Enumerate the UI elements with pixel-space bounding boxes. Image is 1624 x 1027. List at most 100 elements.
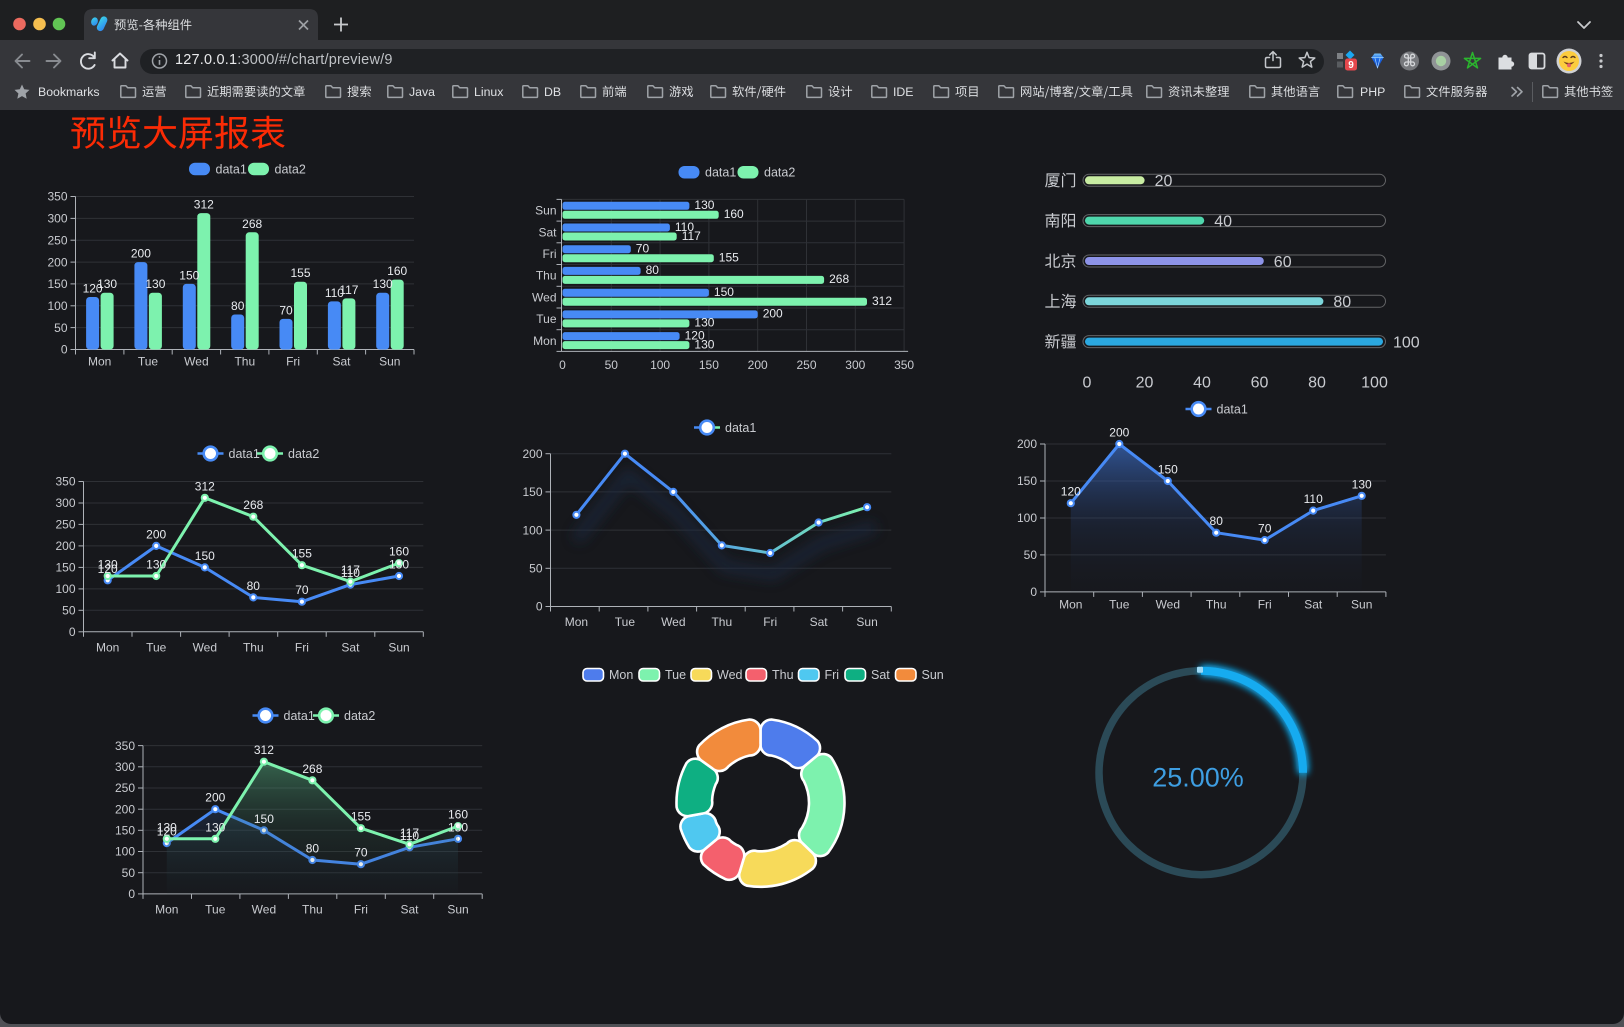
svg-text:100: 100: [47, 299, 67, 313]
svg-text:Fri: Fri: [295, 641, 309, 655]
svg-text:160: 160: [389, 545, 409, 559]
svg-text:20: 20: [1136, 375, 1154, 392]
svg-text:300: 300: [845, 358, 865, 372]
svg-text:268: 268: [242, 217, 262, 231]
svg-text:Wed: Wed: [1156, 598, 1180, 612]
svg-text:312: 312: [872, 294, 892, 308]
svg-text:350: 350: [894, 358, 914, 372]
svg-text:Fri: Fri: [763, 615, 777, 629]
svg-text:0: 0: [559, 358, 566, 372]
svg-text:130: 130: [694, 316, 714, 330]
svg-text:Tue: Tue: [1109, 598, 1130, 612]
svg-text:100: 100: [1361, 375, 1388, 392]
svg-text:312: 312: [194, 198, 214, 212]
svg-text:Sun: Sun: [535, 204, 556, 218]
svg-text:200: 200: [47, 255, 67, 269]
svg-text:312: 312: [195, 479, 215, 493]
svg-text:Mon: Mon: [1059, 598, 1082, 612]
svg-text:Sat: Sat: [332, 355, 351, 369]
svg-text:Sun: Sun: [379, 355, 400, 369]
svg-text:data2: data2: [275, 162, 306, 176]
svg-text:80: 80: [1308, 375, 1326, 392]
svg-text:Thu: Thu: [536, 269, 557, 283]
svg-text:117: 117: [341, 563, 360, 577]
svg-text:130: 130: [205, 820, 225, 834]
svg-text:Sun: Sun: [388, 641, 409, 655]
svg-text:25.00%: 25.00%: [1152, 763, 1244, 793]
svg-text:117: 117: [339, 283, 358, 297]
svg-text:50: 50: [605, 358, 619, 372]
svg-text:300: 300: [115, 760, 135, 774]
svg-text:Fri: Fri: [354, 903, 368, 917]
svg-text:160: 160: [448, 808, 468, 822]
svg-text:350: 350: [47, 190, 67, 204]
svg-text:data1: data1: [229, 447, 260, 461]
svg-text:80: 80: [1210, 514, 1224, 528]
svg-text:80: 80: [1333, 294, 1351, 311]
svg-text:100: 100: [522, 523, 542, 537]
svg-text:Tue: Tue: [665, 668, 686, 682]
svg-text:110: 110: [1304, 492, 1323, 506]
svg-text:Tue: Tue: [536, 312, 557, 326]
svg-text:Tue: Tue: [205, 903, 226, 917]
svg-text:Fri: Fri: [825, 668, 840, 682]
svg-text:155: 155: [351, 810, 371, 824]
svg-text:Tue: Tue: [146, 641, 167, 655]
svg-text:130: 130: [1352, 477, 1372, 491]
svg-text:Mon: Mon: [155, 903, 178, 917]
svg-text:130: 130: [373, 277, 393, 291]
svg-text:80: 80: [231, 299, 245, 313]
svg-text:Wed: Wed: [661, 615, 685, 629]
svg-text:200: 200: [748, 358, 768, 372]
svg-text:Wed: Wed: [184, 355, 208, 369]
svg-text:Thu: Thu: [234, 355, 255, 369]
svg-text:155: 155: [719, 251, 739, 265]
svg-text:120: 120: [157, 825, 177, 839]
svg-text:200: 200: [763, 307, 783, 321]
svg-text:150: 150: [115, 824, 135, 838]
svg-text:60: 60: [1251, 375, 1269, 392]
svg-text:120: 120: [1061, 485, 1081, 499]
svg-text:Thu: Thu: [1206, 598, 1227, 612]
svg-text:117: 117: [682, 229, 701, 243]
svg-text:130: 130: [694, 337, 714, 351]
svg-text:70: 70: [295, 583, 309, 597]
svg-text:150: 150: [47, 277, 67, 291]
svg-text:50: 50: [529, 562, 543, 576]
svg-text:100: 100: [1017, 511, 1037, 525]
svg-text:data1: data1: [284, 709, 315, 723]
svg-text:Thu: Thu: [772, 668, 794, 682]
svg-text:150: 150: [179, 268, 199, 282]
svg-text:20: 20: [1155, 173, 1173, 190]
svg-text:data2: data2: [288, 447, 319, 461]
svg-text:268: 268: [829, 272, 849, 286]
svg-text:350: 350: [115, 739, 135, 753]
svg-text:150: 150: [522, 485, 542, 499]
svg-text:data1: data1: [216, 162, 247, 176]
svg-text:data1: data1: [1217, 402, 1248, 416]
svg-text:120: 120: [83, 282, 103, 296]
svg-text:Fri: Fri: [543, 247, 557, 261]
svg-text:Mon: Mon: [609, 668, 633, 682]
svg-text:200: 200: [146, 527, 166, 541]
svg-text:Wed: Wed: [252, 903, 276, 917]
svg-text:70: 70: [1258, 522, 1272, 536]
svg-text:80: 80: [306, 842, 320, 856]
svg-text:50: 50: [54, 321, 68, 335]
svg-text:Wed: Wed: [193, 641, 217, 655]
svg-text:130: 130: [145, 277, 165, 291]
svg-text:117: 117: [400, 826, 419, 840]
svg-text:70: 70: [354, 846, 368, 860]
svg-text:Mon: Mon: [565, 615, 588, 629]
svg-text:200: 200: [205, 791, 225, 805]
svg-text:268: 268: [302, 762, 322, 776]
svg-text:Sat: Sat: [538, 225, 557, 239]
svg-text:300: 300: [47, 212, 67, 226]
svg-text:130: 130: [146, 558, 166, 572]
svg-text:70: 70: [279, 303, 293, 317]
svg-text:Thu: Thu: [711, 615, 732, 629]
svg-text:110: 110: [675, 220, 694, 234]
svg-text:120: 120: [685, 328, 705, 342]
svg-text:Sun: Sun: [856, 615, 877, 629]
svg-text:150: 150: [1158, 463, 1178, 477]
